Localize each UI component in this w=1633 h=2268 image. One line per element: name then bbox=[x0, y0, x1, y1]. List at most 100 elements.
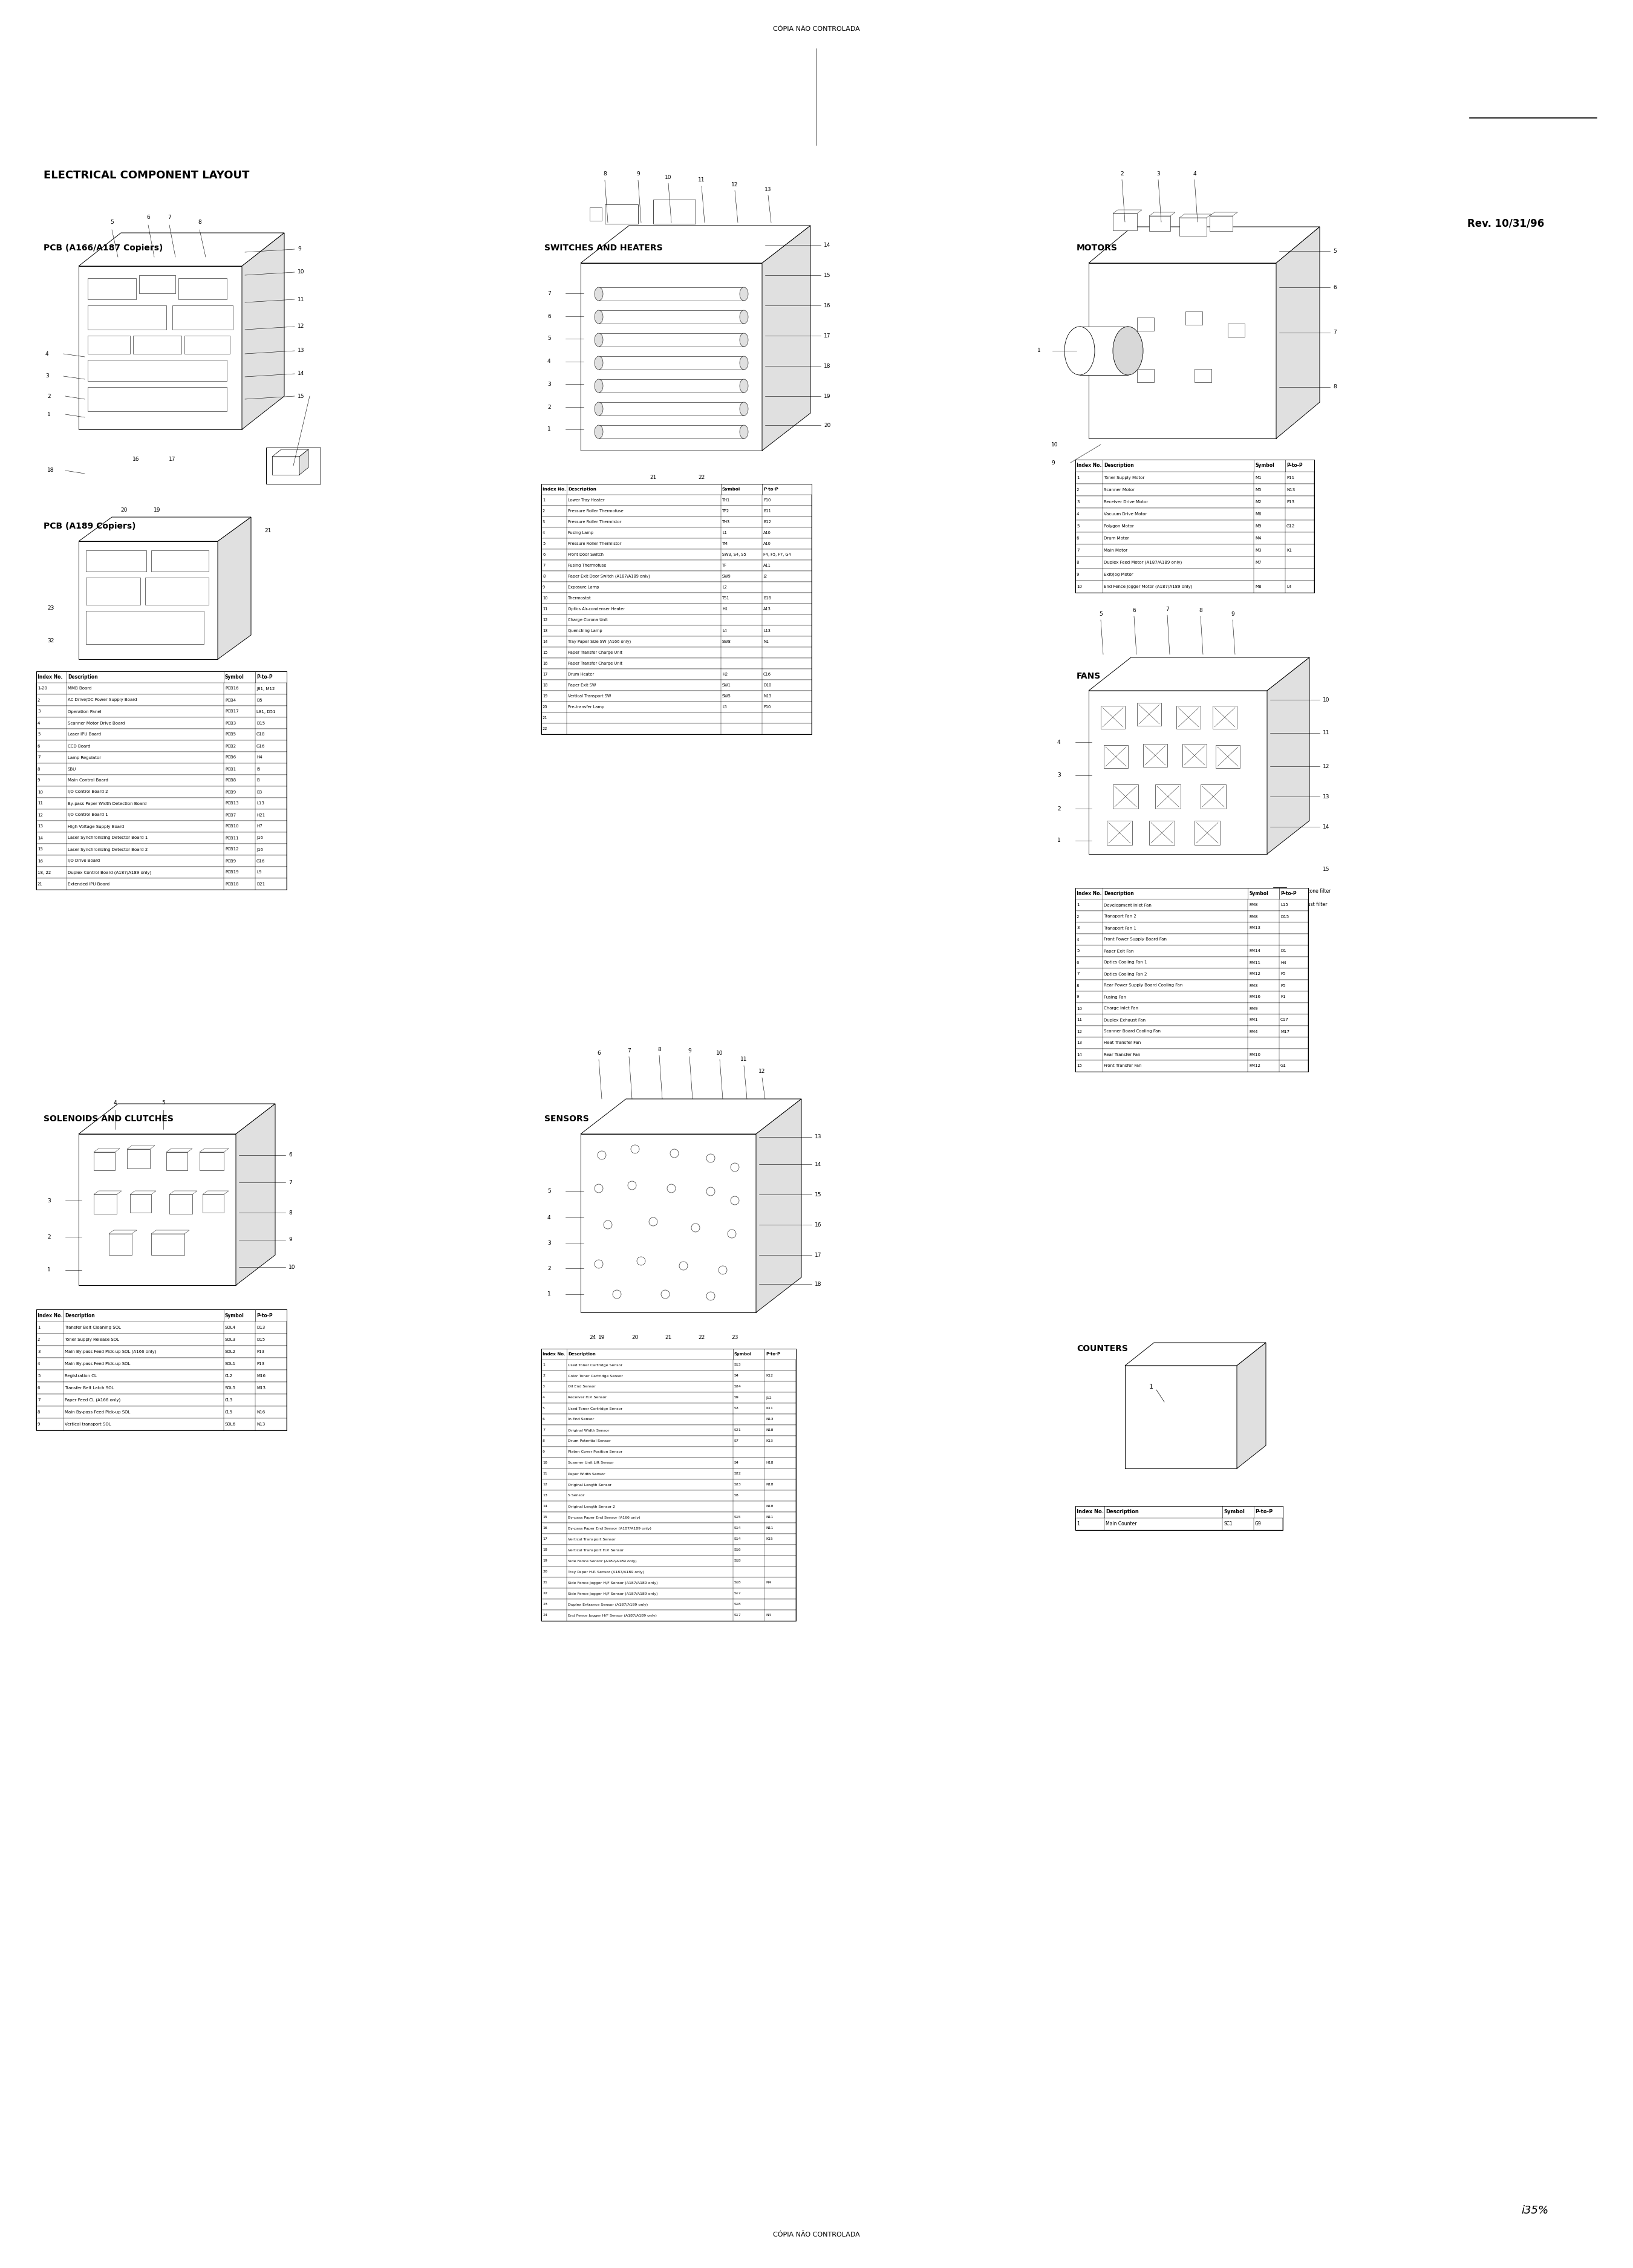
Bar bbox=[36, 683, 287, 694]
Ellipse shape bbox=[740, 424, 748, 438]
Bar bbox=[36, 705, 287, 717]
Text: P13: P13 bbox=[256, 1363, 265, 1365]
Text: Charge Inlet Fan: Charge Inlet Fan bbox=[1104, 1007, 1138, 1009]
Text: F5: F5 bbox=[1280, 984, 1285, 987]
Text: 12: 12 bbox=[38, 814, 42, 816]
Bar bbox=[599, 356, 745, 370]
Text: 7: 7 bbox=[1076, 549, 1079, 551]
Text: 8: 8 bbox=[1199, 608, 1202, 612]
Bar bbox=[1076, 1517, 1284, 1531]
Circle shape bbox=[707, 1293, 715, 1300]
Text: I/O Control Board 2: I/O Control Board 2 bbox=[67, 789, 108, 794]
Bar bbox=[1228, 324, 1244, 338]
Text: 10: 10 bbox=[38, 789, 42, 794]
Text: FM13: FM13 bbox=[1249, 925, 1261, 930]
Text: 17: 17 bbox=[542, 1538, 547, 1540]
Bar bbox=[36, 1370, 287, 1381]
Text: 7: 7 bbox=[1166, 606, 1169, 612]
Bar bbox=[541, 1349, 795, 1622]
Text: 22: 22 bbox=[699, 474, 705, 481]
Text: Vertical Transport SW: Vertical Transport SW bbox=[568, 694, 611, 699]
Text: B11: B11 bbox=[763, 510, 771, 513]
Bar bbox=[36, 878, 287, 889]
Text: 19: 19 bbox=[154, 508, 160, 513]
Text: PCB10: PCB10 bbox=[225, 826, 238, 828]
Text: 24: 24 bbox=[590, 1336, 596, 1340]
Text: 3: 3 bbox=[38, 1349, 41, 1354]
Text: P-to-P: P-to-P bbox=[1280, 891, 1297, 896]
Text: 2: 2 bbox=[547, 1266, 550, 1270]
Text: 4: 4 bbox=[1076, 513, 1079, 515]
Text: S15: S15 bbox=[735, 1515, 741, 1520]
Circle shape bbox=[661, 1290, 670, 1300]
Text: G16: G16 bbox=[256, 860, 265, 862]
Text: Side Fence Jogger H/F Sensor (A187/A189 only): Side Fence Jogger H/F Sensor (A187/A189 … bbox=[568, 1592, 658, 1594]
Text: 5: 5 bbox=[162, 1100, 165, 1105]
Text: P-to-P: P-to-P bbox=[1287, 463, 1303, 469]
Bar bbox=[541, 1533, 795, 1545]
Text: 3: 3 bbox=[1076, 925, 1079, 930]
Text: 18: 18 bbox=[815, 1281, 821, 1286]
Text: Duplex Entrance Sensor (A187/A189 only): Duplex Entrance Sensor (A187/A189 only) bbox=[568, 1603, 648, 1606]
Text: 20: 20 bbox=[542, 705, 547, 710]
Text: L13: L13 bbox=[763, 628, 771, 633]
Bar bbox=[541, 603, 812, 615]
Text: FM10: FM10 bbox=[1249, 1052, 1261, 1057]
Bar bbox=[541, 626, 812, 637]
Text: Side Fence Sensor (A187/A189 only): Side Fence Sensor (A187/A189 only) bbox=[568, 1560, 637, 1563]
Text: N4: N4 bbox=[766, 1581, 771, 1585]
Bar bbox=[599, 401, 745, 415]
Text: Original Length Sensor: Original Length Sensor bbox=[568, 1483, 611, 1486]
Text: FM8: FM8 bbox=[1249, 903, 1257, 907]
Text: 15: 15 bbox=[823, 272, 831, 279]
Text: 17: 17 bbox=[815, 1252, 821, 1259]
Text: SW3, S4, S5: SW3, S4, S5 bbox=[722, 553, 746, 556]
Bar bbox=[36, 1359, 287, 1370]
Bar bbox=[36, 832, 287, 844]
Text: Paper Exit Door Switch (A187/A189 only): Paper Exit Door Switch (A187/A189 only) bbox=[568, 574, 650, 578]
Polygon shape bbox=[199, 1148, 229, 1152]
Text: G1: G1 bbox=[1280, 1064, 1287, 1068]
Polygon shape bbox=[109, 1229, 137, 1234]
Text: 18: 18 bbox=[542, 683, 547, 687]
Text: D10: D10 bbox=[763, 683, 771, 687]
Bar bbox=[581, 1134, 756, 1313]
Bar bbox=[1101, 705, 1125, 728]
Text: Laser Synchronizing Detector Board 2: Laser Synchronizing Detector Board 2 bbox=[67, 848, 147, 850]
Bar bbox=[1076, 472, 1315, 483]
Bar bbox=[1076, 460, 1315, 592]
Text: I5: I5 bbox=[256, 767, 260, 771]
Bar bbox=[1155, 785, 1181, 810]
Text: SOL3: SOL3 bbox=[225, 1338, 235, 1340]
Text: 13: 13 bbox=[764, 186, 771, 193]
Bar bbox=[541, 712, 812, 723]
Text: N4: N4 bbox=[766, 1615, 771, 1617]
Bar bbox=[170, 1195, 193, 1213]
Text: 23: 23 bbox=[542, 1603, 547, 1606]
Text: P-to-P: P-to-P bbox=[256, 674, 273, 680]
Text: Color Toner Cartridge Sensor: Color Toner Cartridge Sensor bbox=[568, 1374, 622, 1377]
Text: 9: 9 bbox=[542, 1452, 545, 1454]
Text: 14: 14 bbox=[823, 243, 831, 247]
Text: S22: S22 bbox=[735, 1472, 741, 1476]
Polygon shape bbox=[93, 1148, 119, 1152]
Bar bbox=[1076, 957, 1308, 968]
Text: Scanner Motor: Scanner Motor bbox=[1104, 488, 1135, 492]
Text: By-pass Paper End Sensor (A166 only): By-pass Paper End Sensor (A166 only) bbox=[568, 1515, 640, 1520]
Text: FM14: FM14 bbox=[1249, 950, 1261, 953]
Text: Drum Heater: Drum Heater bbox=[568, 674, 594, 676]
Polygon shape bbox=[217, 517, 251, 660]
Bar bbox=[178, 279, 227, 299]
Text: PCB7: PCB7 bbox=[225, 814, 235, 816]
Text: A11: A11 bbox=[763, 565, 771, 567]
Bar bbox=[36, 671, 287, 683]
Text: Symbol: Symbol bbox=[735, 1352, 753, 1356]
Bar bbox=[1210, 215, 1233, 231]
Bar bbox=[599, 333, 745, 347]
Circle shape bbox=[598, 1150, 606, 1159]
Text: J81, M12: J81, M12 bbox=[256, 687, 274, 689]
Bar bbox=[1112, 785, 1138, 810]
Text: CÓPIA NÃO CONTROLADA: CÓPIA NÃO CONTROLADA bbox=[772, 25, 861, 32]
Ellipse shape bbox=[594, 401, 603, 415]
Text: SW8: SW8 bbox=[722, 640, 732, 644]
